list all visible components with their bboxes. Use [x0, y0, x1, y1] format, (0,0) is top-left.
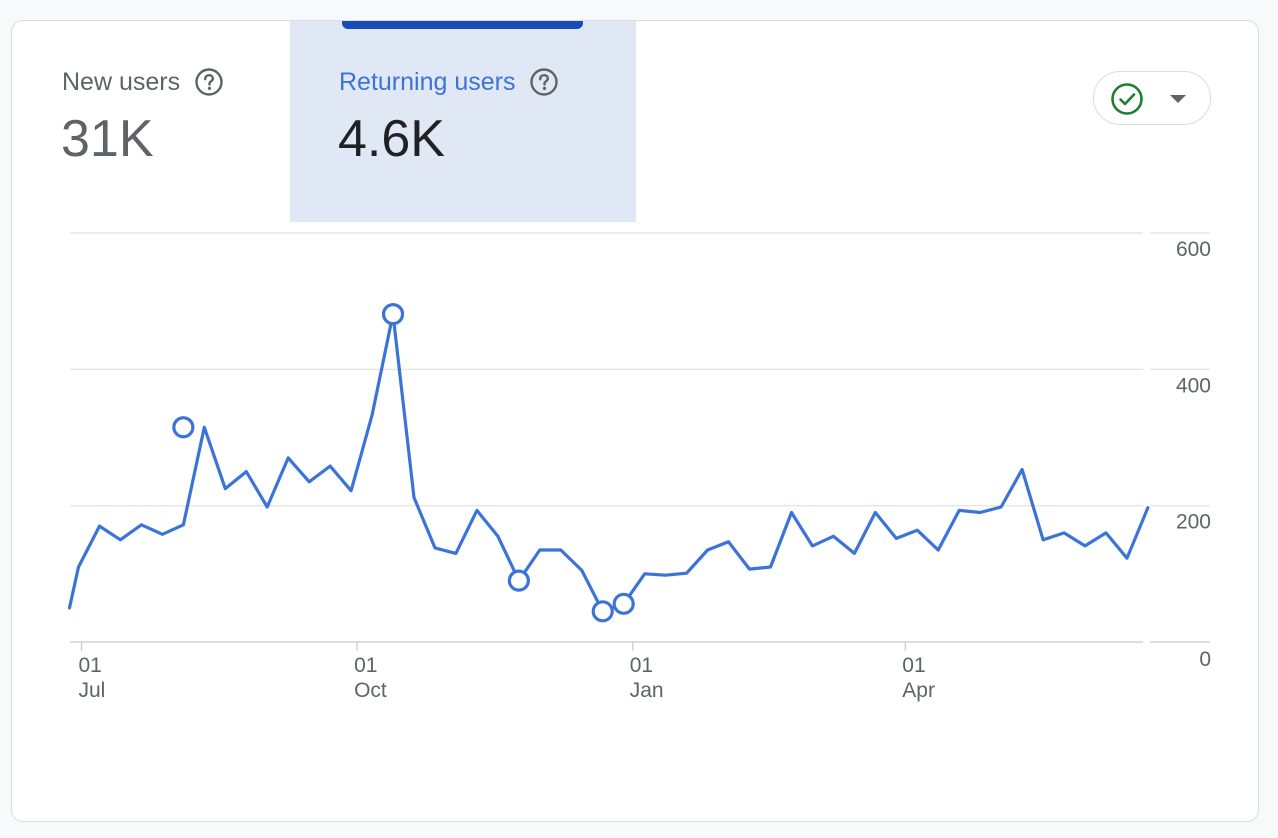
- x-tick-day-label: 01: [354, 654, 377, 677]
- data-point[interactable]: [662, 571, 670, 579]
- data-point[interactable]: [221, 485, 229, 493]
- data-point[interactable]: [934, 546, 942, 554]
- data-point[interactable]: [913, 526, 921, 534]
- x-tick-month-label: Jul: [79, 679, 106, 702]
- data-point[interactable]: [326, 462, 334, 470]
- data-point[interactable]: [892, 534, 900, 542]
- data-point[interactable]: [850, 549, 858, 557]
- data-point[interactable]: [284, 454, 292, 462]
- help-icon[interactable]: [529, 67, 559, 97]
- gridlines: [70, 232, 1210, 643]
- series-line: [66, 312, 1152, 613]
- status-dropdown-button[interactable]: [1093, 71, 1211, 125]
- data-point[interactable]: [95, 522, 103, 530]
- data-point[interactable]: [263, 503, 271, 511]
- data-point[interactable]: [955, 506, 963, 514]
- data-point[interactable]: [1060, 529, 1068, 537]
- data-point[interactable]: [1081, 542, 1089, 550]
- data-point[interactable]: [641, 570, 649, 578]
- returning-users-series-line: [67, 312, 1150, 613]
- caret-down-icon: [1170, 95, 1186, 103]
- data-point[interactable]: [1018, 466, 1026, 474]
- data-point[interactable]: [347, 487, 355, 495]
- data-point[interactable]: [137, 521, 145, 529]
- data-point[interactable]: [452, 549, 460, 557]
- tab-returning-users[interactable]: Returning users 4.6K: [290, 21, 636, 222]
- data-point[interactable]: [683, 569, 691, 577]
- y-tick-label: 600: [1176, 238, 1211, 261]
- highlighted-point[interactable]: [591, 600, 614, 623]
- data-point[interactable]: [1102, 529, 1110, 537]
- data-point[interactable]: [473, 506, 481, 514]
- data-point[interactable]: [66, 604, 74, 612]
- tab-label-row: New users: [62, 67, 224, 97]
- data-point[interactable]: [829, 532, 837, 540]
- data-point[interactable]: [536, 546, 544, 554]
- data-point[interactable]: [725, 538, 733, 546]
- data-point[interactable]: [200, 423, 208, 431]
- x-tick-month-label: Jan: [630, 679, 664, 702]
- y-tick-label: 0: [1199, 648, 1211, 671]
- x-tick-day-label: 01: [902, 654, 925, 677]
- data-point[interactable]: [494, 532, 502, 540]
- data-point[interactable]: [75, 563, 83, 571]
- y-tick-label: 400: [1176, 374, 1211, 397]
- returning-users-value: 4.6K: [338, 110, 445, 168]
- data-point[interactable]: [116, 536, 124, 544]
- x-tick-month-label: Oct: [354, 679, 387, 702]
- x-tick-day-label: 01: [630, 654, 653, 677]
- highlighted-point[interactable]: [381, 303, 405, 326]
- check-circle-icon: [1111, 83, 1143, 115]
- selected-tab-indicator: [342, 21, 583, 29]
- data-point[interactable]: [158, 530, 166, 538]
- data-point[interactable]: [1123, 554, 1131, 562]
- tab-new-users[interactable]: New users 31K: [12, 21, 290, 222]
- data-point[interactable]: [997, 503, 1005, 511]
- data-point[interactable]: [1144, 504, 1152, 512]
- data-point[interactable]: [766, 563, 774, 571]
- data-point[interactable]: [431, 544, 439, 552]
- data-point[interactable]: [410, 493, 418, 501]
- data-point[interactable]: [787, 508, 795, 516]
- data-point[interactable]: [368, 411, 376, 419]
- data-point[interactable]: [704, 546, 712, 554]
- data-point[interactable]: [871, 508, 879, 516]
- data-point[interactable]: [305, 478, 313, 486]
- highlighted-points: [172, 303, 635, 623]
- data-point[interactable]: [746, 565, 754, 573]
- highlighted-point[interactable]: [507, 569, 530, 592]
- data-point[interactable]: [578, 566, 586, 574]
- highlighted-point[interactable]: [172, 416, 195, 439]
- tab-label-returning-users: Returning users: [339, 68, 516, 96]
- returning-users-card: New users 31K Returning users 4.6K: [11, 20, 1259, 822]
- tab-label-new-users: New users: [62, 68, 181, 96]
- new-users-value: 31K: [61, 110, 154, 168]
- data-point[interactable]: [808, 542, 816, 550]
- highlighted-point[interactable]: [612, 592, 635, 615]
- data-point[interactable]: [1039, 536, 1047, 544]
- help-icon[interactable]: [194, 67, 224, 97]
- x-tick-month-label: Apr: [902, 679, 935, 702]
- y-tick-label: 200: [1176, 511, 1211, 534]
- data-point[interactable]: [242, 468, 250, 476]
- tab-label-row: Returning users: [339, 67, 559, 97]
- data-point[interactable]: [557, 546, 565, 554]
- data-point[interactable]: [179, 521, 187, 529]
- x-tick-day-label: 01: [79, 654, 102, 677]
- data-point[interactable]: [976, 508, 984, 516]
